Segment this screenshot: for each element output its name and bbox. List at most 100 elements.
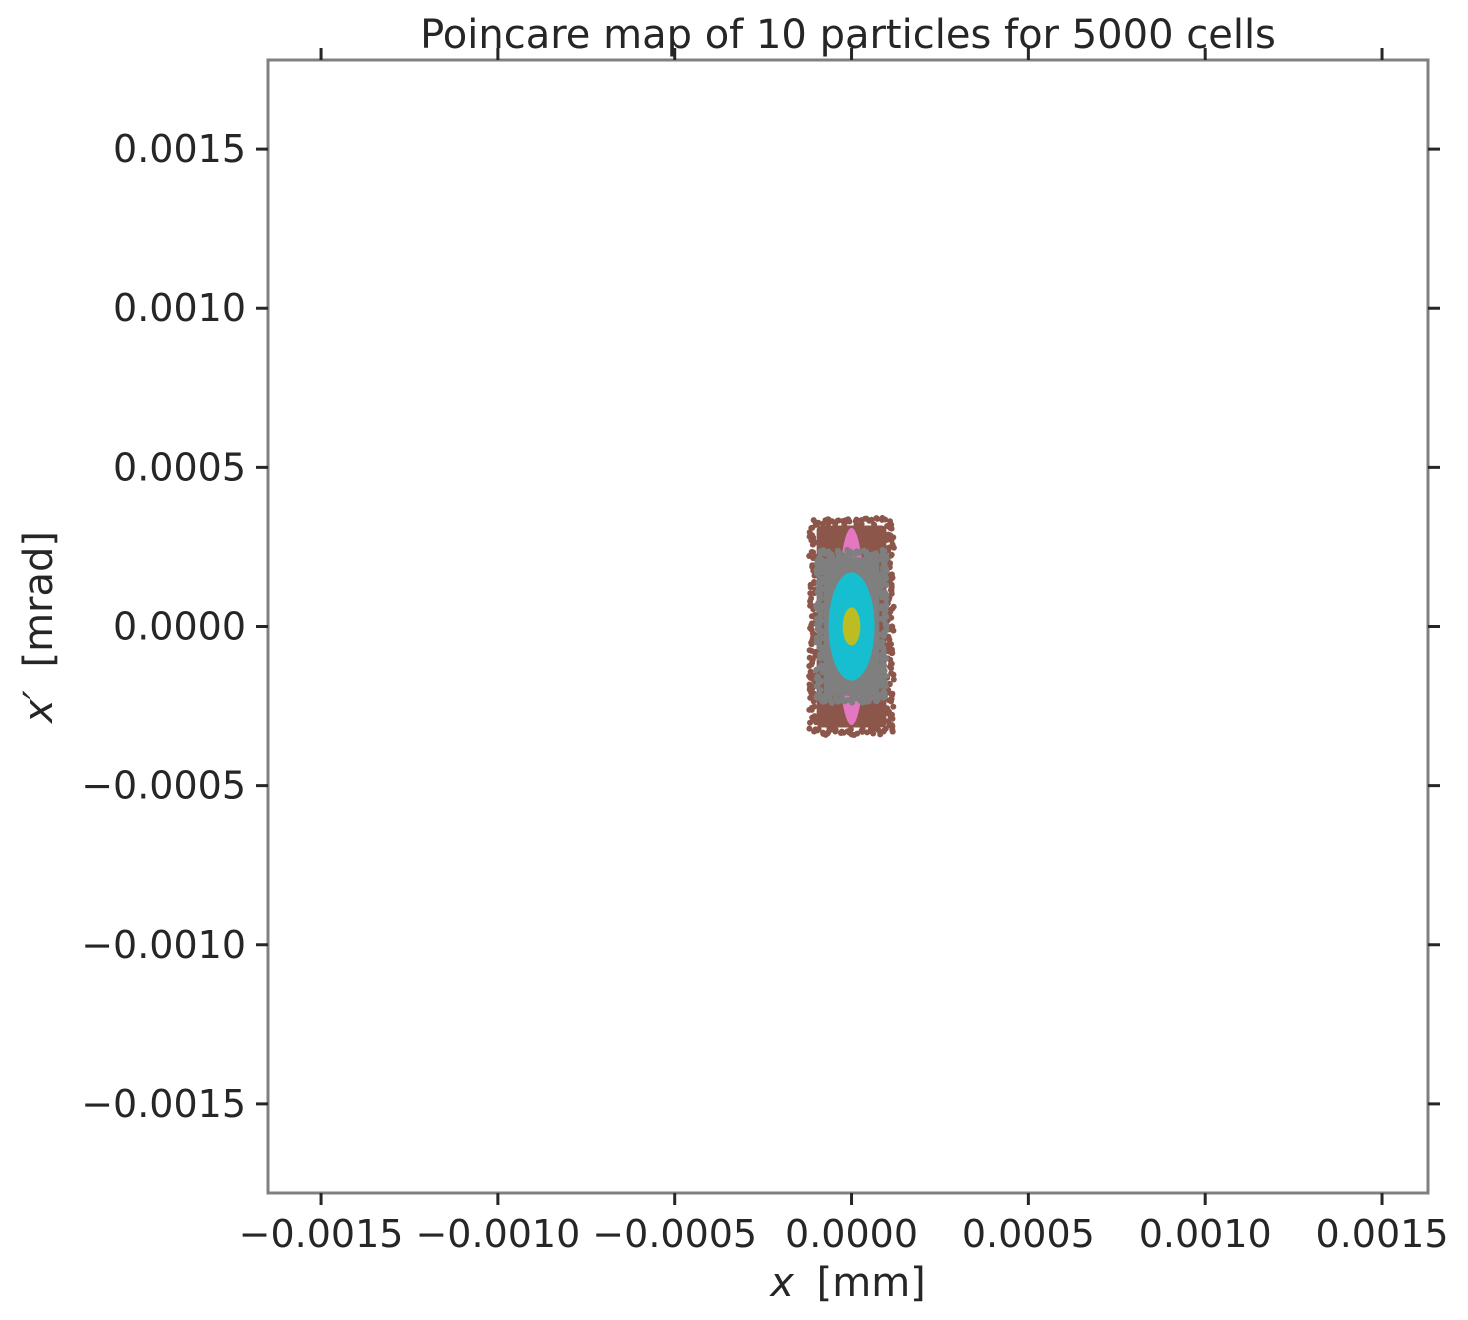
series-0-point <box>809 656 816 663</box>
series-2-point <box>878 615 885 622</box>
series-2-point <box>880 633 887 640</box>
series-0-point <box>832 728 839 735</box>
series-0-point <box>846 729 853 736</box>
plot-area <box>806 515 897 738</box>
series-0-point <box>834 517 841 524</box>
series-0-point <box>888 525 895 532</box>
x-tick-label: −0.0005 <box>592 1212 757 1256</box>
series-0-point <box>807 668 814 675</box>
series-2-point <box>827 697 834 704</box>
series-2-point <box>842 552 849 559</box>
series-2-point <box>813 634 820 641</box>
series-2-point <box>877 668 883 674</box>
series-2-point <box>817 576 824 583</box>
series-0-point <box>885 531 892 538</box>
series-0-point <box>889 690 896 697</box>
series-0-point <box>890 703 897 710</box>
series-0-point <box>874 515 881 522</box>
x-tick-label: 0.0015 <box>1316 1212 1449 1256</box>
series-0-point <box>807 602 814 609</box>
series-0-point <box>890 671 897 678</box>
chart-title: Poincare map of 10 particles for 5000 ce… <box>420 12 1276 58</box>
y-axis-unit: [mrad] <box>16 531 62 668</box>
series-0-point <box>871 521 878 528</box>
series-2-point <box>880 693 887 700</box>
series-0-point <box>809 704 815 711</box>
series-0-point <box>806 681 813 688</box>
series-2-point <box>882 572 889 579</box>
series-2-point <box>879 551 886 558</box>
x-tick-label: 0.0000 <box>785 1212 918 1256</box>
series-2-point <box>814 673 821 680</box>
series-2-point <box>880 563 887 570</box>
series-2-point <box>877 682 884 689</box>
series-0-point <box>884 536 890 543</box>
series-2-point <box>877 605 884 612</box>
series-0-point <box>837 730 844 736</box>
series-0-point <box>858 520 865 527</box>
series-0-point <box>854 730 861 737</box>
series-2-point <box>848 695 855 702</box>
series-2-point <box>839 694 846 701</box>
series-0-point <box>853 516 860 523</box>
series-0-point <box>807 674 814 681</box>
series-2-point <box>883 596 890 603</box>
series-2-point <box>817 550 824 557</box>
series-0-point <box>812 519 819 526</box>
series-2-point <box>882 621 889 628</box>
x-tick-label: −0.0010 <box>415 1212 580 1256</box>
ticks-group: −0.0015 −0.0010 −0.0005 0.0000 0.0005 0.0010 0… <box>81 48 1449 1256</box>
series-0-point <box>809 620 815 627</box>
series-0-point <box>808 525 815 531</box>
x-axis-var: x <box>768 1260 794 1306</box>
series-0-point <box>829 518 836 525</box>
series-2-point <box>837 553 844 560</box>
series-0-point <box>811 579 817 585</box>
y-tick-label: 0.0015 <box>113 127 246 171</box>
series-0-point <box>890 676 897 683</box>
series-2-point <box>833 695 840 702</box>
series-2-point <box>878 583 885 590</box>
x-tick-label: 0.0005 <box>962 1212 1095 1256</box>
y-tick-label: 0.0010 <box>113 286 246 330</box>
series-2-point <box>817 692 824 699</box>
series-2-point <box>883 582 890 589</box>
series-0-point <box>846 518 853 525</box>
y-tick-label: 0.0000 <box>113 605 246 649</box>
series-0-point <box>889 715 896 722</box>
series-0-point <box>882 516 889 523</box>
y-tick-label: 0.0005 <box>113 445 246 489</box>
series-4-body <box>842 607 861 646</box>
y-axis-label: x′ [mrad] <box>16 531 62 725</box>
series-2-point <box>828 551 835 558</box>
x-tick-label: −0.0015 <box>239 1212 404 1256</box>
x-axis-label: x [mm] <box>768 1260 926 1306</box>
series-2-point <box>871 694 878 701</box>
series-0-point <box>888 722 895 728</box>
series-0-point <box>889 726 896 733</box>
series-0-point <box>806 725 813 732</box>
series-2-point <box>817 686 824 693</box>
y-tick-label: −0.0015 <box>81 1082 246 1126</box>
series-2-point <box>846 549 853 556</box>
x-tick-label: 0.0010 <box>1139 1212 1272 1256</box>
series-2-point <box>867 695 874 702</box>
series-2-point <box>822 550 829 557</box>
series-0-point <box>807 598 814 605</box>
series-0-point <box>885 710 892 717</box>
series-0-point <box>853 521 860 528</box>
y-tick-label: −0.0010 <box>81 923 246 967</box>
series-0-point <box>810 549 817 556</box>
series-0-point <box>812 726 819 733</box>
series-2-point <box>846 553 853 560</box>
series-0-point <box>809 562 816 569</box>
series-0-point <box>890 544 897 551</box>
series-2-point <box>880 647 887 654</box>
series-0-point <box>811 713 818 720</box>
series-0-point <box>887 696 894 703</box>
series-2-point <box>818 651 825 658</box>
series-2-point <box>819 635 826 642</box>
series-2-point <box>883 655 890 662</box>
series-0-point <box>858 728 865 734</box>
